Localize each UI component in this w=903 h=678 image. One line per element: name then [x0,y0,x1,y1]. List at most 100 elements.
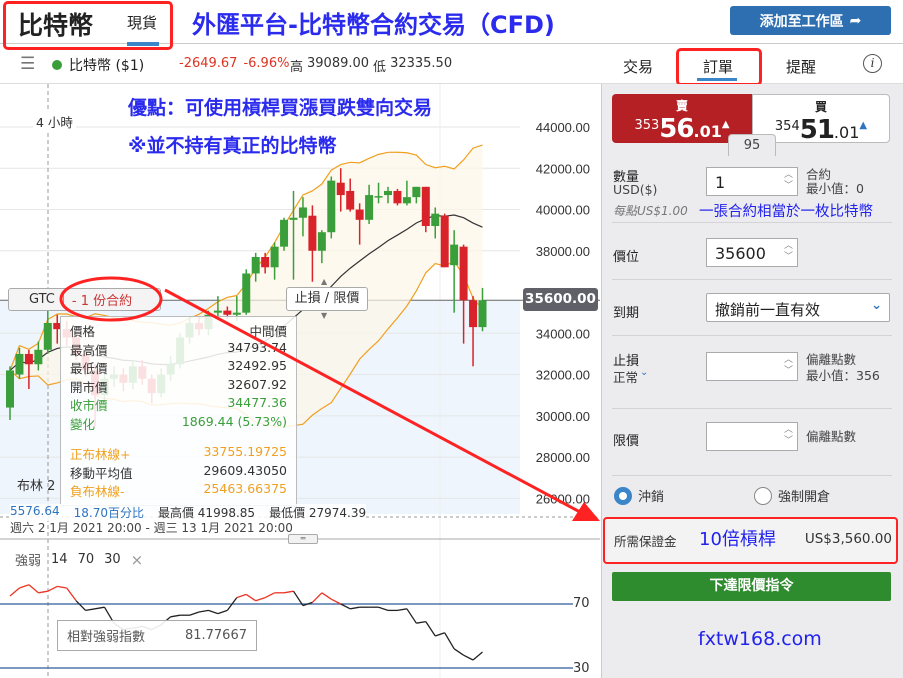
pending-order-label[interactable]: GTC - 1 份合約 [8,288,161,311]
stop-loss-mode[interactable]: 正常 ⌄ [613,367,648,386]
tab-trade[interactable]: 交易 [623,58,654,76]
active-tab-indicator [127,42,159,46]
tab-spot[interactable]: 現貨 [127,14,158,32]
stepper-arrows-icon[interactable]: ︿ ﹀ [783,241,793,262]
y-axis-tick: 32000.00 [536,368,590,383]
limit-stepper[interactable]: ︿ ﹀ [706,422,798,451]
close-icon[interactable]: × [130,550,144,569]
menu-icon[interactable]: ☰ [20,54,36,74]
candle-body [223,310,232,315]
candle-body [43,322,52,350]
drag-up-icon[interactable]: ▲ [321,277,328,286]
candle-body [270,246,279,268]
stepper-arrows-icon[interactable]: ︿ ﹀ [783,425,793,446]
y-axis-tick: 40000.00 [536,203,590,218]
pane-resize-handle[interactable]: ═ [288,534,318,544]
submit-label: 下達限價指令 [709,578,794,594]
rsi-lower: 30 [104,552,121,567]
add-to-watchlist-button[interactable]: 添加至工作區 ➦ [730,6,891,35]
site-watermark: fxtw168.com [698,628,822,650]
tab-order[interactable]: 訂單 [703,58,734,76]
rsi-tooltip-value: 81.77667 [184,628,247,643]
rsi-tooltip-label: 相對強弱指數 [67,630,146,645]
interval-label[interactable]: 4 小時 [33,112,76,131]
chevron-down-icon: ⌄ [871,298,882,313]
y-axis-tick: 28000.00 [536,450,590,465]
rsi-segment [57,585,67,589]
market-open-dot-icon [52,60,62,70]
y-axis-tick: 38000.00 [536,244,590,259]
candle-body [478,300,487,328]
rsi-segment [66,587,77,602]
candle-body [251,256,260,274]
info-icon[interactable]: i [863,54,882,73]
candle-body [24,353,33,365]
radio-force-open[interactable]: 強制開倉 [754,486,830,505]
stepper-arrows-icon[interactable]: ︿ ﹀ [783,355,793,376]
radio-close[interactable]: 沖銷 [614,486,664,505]
candle-body [412,186,421,198]
rsi-tooltip: 相對強弱指數 81.77667 [57,620,257,651]
rsi-segment [397,608,408,612]
rsi-segment [198,609,209,613]
radio-close-label: 沖銷 [638,490,665,505]
tooltip-key: 變化 [70,416,96,432]
divider [612,222,892,223]
quantity-value: 1 [715,173,726,192]
tab-alert[interactable]: 提醒 [786,58,817,76]
rsi-segment [283,590,294,594]
rsi-segment [208,609,219,615]
quantity-stepper[interactable]: 1 ︿ ﹀ [706,167,798,196]
rsi-segment [85,608,96,612]
price-value: 35600 [715,244,766,263]
radio-unchecked-icon[interactable] [754,486,772,505]
rsi-legend: 強弱 14 70 30 × [15,550,144,570]
tooltip-key: 移動平均值 [70,465,133,481]
candle-body [346,190,355,210]
tooltip-key: 開市價 [70,379,108,395]
rsi-segment [425,621,436,637]
rsi-segment [444,632,455,650]
candle-body [336,182,345,196]
candle-body [261,256,270,268]
stop-loss-min: 最小值：356 [806,368,880,383]
high-low: 高 39089.00 低 32335.50 [290,56,452,75]
stepper-arrows-icon[interactable]: ︿ ﹀ [783,170,793,191]
expiry-select[interactable]: 撤銷前一直有效 ⌄ [706,293,890,322]
candle-body [402,197,411,204]
tooltip-value: 32492.95 [227,358,287,373]
rsi-segment [245,593,257,602]
expiry-value: 撤銷前一直有效 [715,301,821,319]
headline-annotation: 外匯平台-比特幣合約交易（CFD) [192,11,555,39]
rsi-segment [292,590,304,606]
place-limit-order-button[interactable]: 下達限價指令 [612,572,891,601]
sell-label: 賣 [675,99,688,113]
radio-open-label: 強制開倉 [778,490,831,505]
order-quantity: - 1 份合約 [71,294,133,309]
candle-body [459,246,468,301]
radio-checked-icon[interactable] [614,486,632,505]
rsi-segment [19,584,30,589]
divider [612,408,892,409]
header: 比特幣 現貨 添加至工作區 ➦ [0,0,903,46]
drag-down-icon[interactable]: ▼ [321,311,328,320]
margin-value: US$3,560.00 [804,531,892,547]
ohlc-tooltip: 價格 中間價 最高價 34793.74 最低價 32492.95 開市價 32607.9… [60,316,297,506]
rsi-level-70: 70 [573,596,590,611]
highlight-circle [59,276,163,322]
stop-loss-stepper[interactable]: ︿ ﹀ [706,352,798,381]
instrument-bar: ☰ 比特幣 ($1) -2649.67 -6.96% 高 39089.00 低 32… [0,44,903,84]
tooltip-head-right: 中間價 [249,324,287,339]
candle-body [365,195,374,220]
price-stepper[interactable]: 35600 ︿ ﹀ [706,238,798,267]
price-label: 價位 [613,250,640,265]
sell-price-suffix: .01 [693,122,722,141]
sell-button[interactable]: 賣 35356.01▲ [612,94,752,144]
expiry-label: 到期 [613,306,640,321]
rsi-segment [331,598,342,605]
leverage-note: 10倍槓桿 [699,529,776,550]
change-percent: -6.96% [243,56,290,71]
sl-tp-button[interactable]: 止損 / 限價 [286,287,368,311]
range-percent: 18.70百分比 [73,506,144,520]
